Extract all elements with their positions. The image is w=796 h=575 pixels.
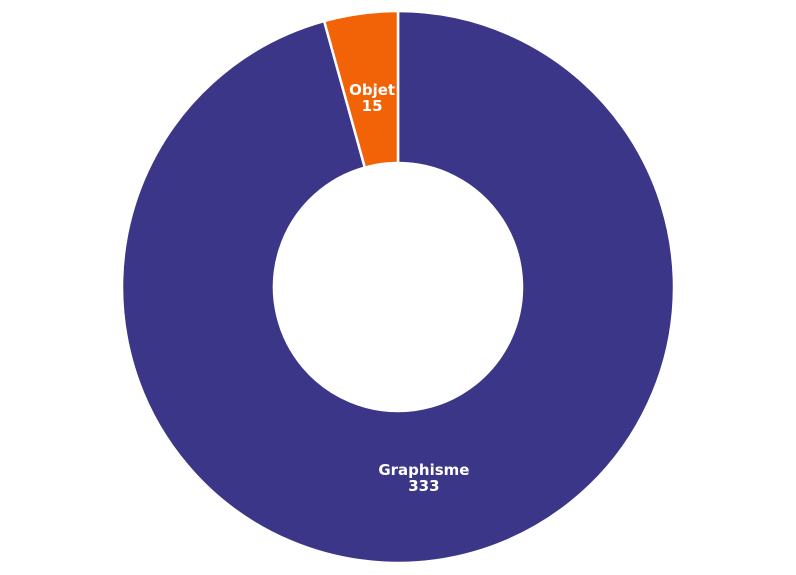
slice-value-objet: 15 [362, 97, 383, 115]
slice-objet[interactable] [322, 9, 400, 169]
slice-graphisme[interactable] [120, 9, 676, 565]
slice-label-graphisme: Graphisme [378, 461, 469, 479]
slice-value-graphisme: 333 [408, 477, 439, 495]
slices-layer [120, 9, 676, 565]
slice-label-objet: Objet [349, 81, 395, 99]
